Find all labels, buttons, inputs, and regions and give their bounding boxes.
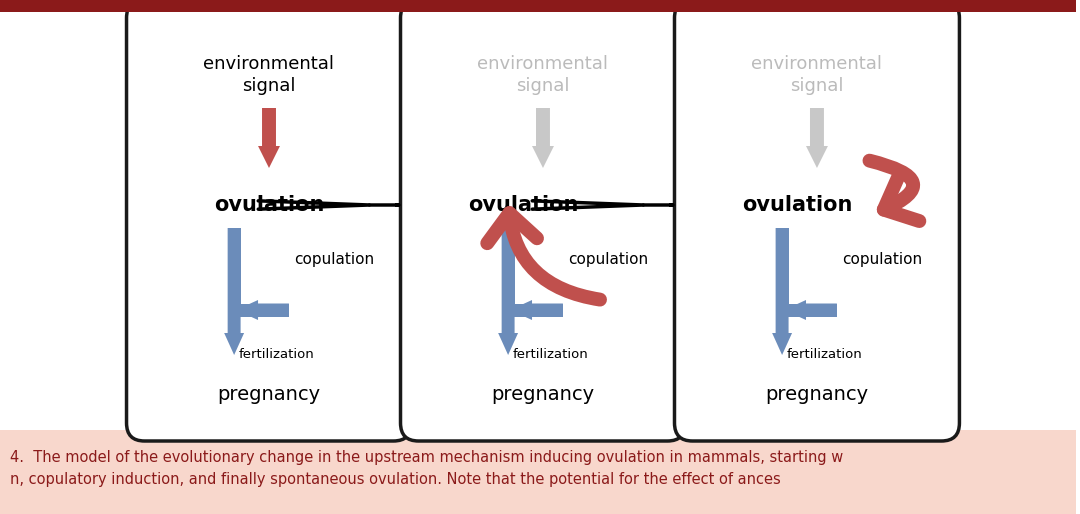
Text: n, copulatory induction, and finally spontaneous ovulation. Note that the potent: n, copulatory induction, and finally spo… (10, 472, 781, 487)
FancyBboxPatch shape (675, 0, 959, 441)
Text: environmental
signal: environmental signal (203, 55, 335, 95)
FancyBboxPatch shape (401, 0, 686, 441)
Text: copulation: copulation (842, 252, 922, 267)
Text: environmental
signal: environmental signal (752, 55, 882, 95)
Text: ovulation: ovulation (742, 195, 852, 215)
FancyArrow shape (806, 108, 828, 168)
Text: fertilization: fertilization (239, 348, 315, 361)
Text: copulation: copulation (294, 252, 374, 267)
Text: pregnancy: pregnancy (766, 385, 868, 404)
Bar (0, 430, 1076, 514)
Bar (234, 304, 289, 317)
Text: 4.  The model of the evolutionary change in the upstream mechanism inducing ovul: 4. The model of the evolutionary change … (10, 450, 843, 465)
FancyArrow shape (498, 228, 518, 355)
Bar (228, 228, 241, 310)
Bar (777, 228, 789, 310)
FancyBboxPatch shape (126, 0, 411, 441)
Text: environmental
signal: environmental signal (477, 55, 608, 95)
Text: copulation: copulation (568, 252, 648, 267)
FancyArrowPatch shape (487, 213, 600, 300)
Text: pregnancy: pregnancy (217, 385, 321, 404)
FancyArrow shape (772, 228, 792, 355)
Bar (508, 304, 563, 317)
FancyArrow shape (258, 108, 280, 168)
FancyArrow shape (784, 300, 837, 320)
FancyArrow shape (532, 108, 554, 168)
Text: ovulation: ovulation (214, 195, 324, 215)
Text: fertilization: fertilization (787, 348, 863, 361)
Text: ovulation: ovulation (468, 195, 578, 215)
FancyArrow shape (237, 300, 289, 320)
Bar (0, 0, 1076, 12)
Text: fertilization: fertilization (513, 348, 589, 361)
FancyArrow shape (225, 228, 244, 355)
FancyArrowPatch shape (869, 161, 919, 221)
Bar (782, 304, 837, 317)
Text: pregnancy: pregnancy (491, 385, 595, 404)
Bar (502, 228, 515, 310)
FancyArrow shape (510, 300, 563, 320)
